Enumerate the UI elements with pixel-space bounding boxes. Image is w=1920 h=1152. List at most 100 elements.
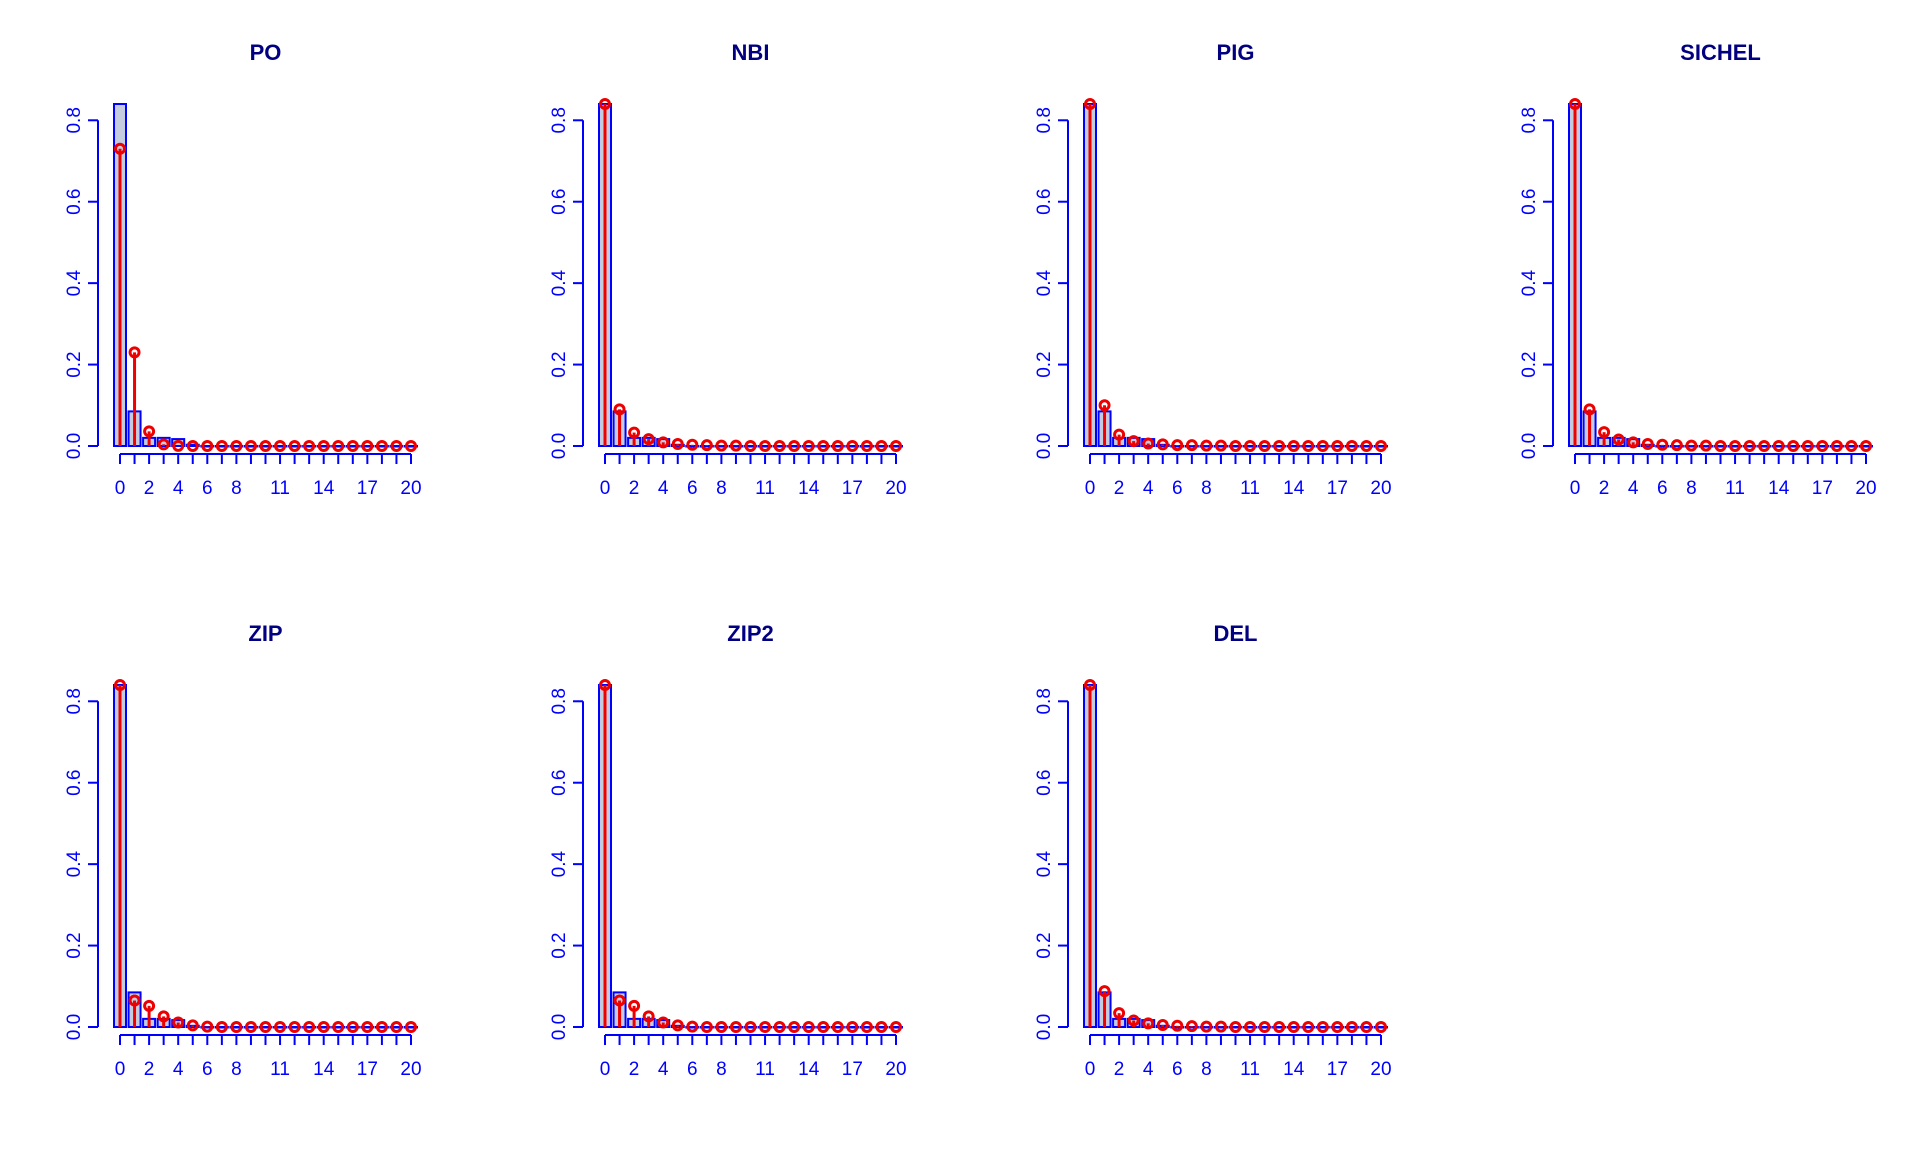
x-tick-label: 6 bbox=[687, 1059, 698, 1080]
observed-bar bbox=[1286, 1026, 1301, 1029]
observed-bar bbox=[874, 1026, 889, 1029]
fitted-point bbox=[157, 438, 170, 451]
panel-title: DEL bbox=[1214, 621, 1258, 646]
fitted-point bbox=[1830, 440, 1843, 452]
observed-bar bbox=[1728, 445, 1743, 448]
observed-bar bbox=[728, 1026, 743, 1029]
y-tick-label: 0.0 bbox=[1034, 433, 1055, 459]
observed-bar bbox=[1286, 445, 1301, 448]
x-tick-label: 11 bbox=[1725, 478, 1745, 499]
fitted-point bbox=[744, 440, 757, 452]
fitted-point bbox=[172, 1016, 185, 1029]
observed-bar bbox=[1771, 445, 1786, 448]
x-tick-label: 20 bbox=[885, 478, 906, 499]
x-tick-label: 4 bbox=[1143, 1059, 1154, 1080]
fitted-point bbox=[1772, 440, 1785, 452]
observed-bar bbox=[1257, 445, 1272, 448]
x-tick-label: 2 bbox=[1599, 478, 1610, 499]
observed-bar bbox=[374, 1026, 389, 1029]
observed-bar bbox=[801, 1026, 816, 1029]
fitted-point bbox=[773, 440, 786, 452]
observed-bar bbox=[1330, 445, 1345, 448]
fitted-point bbox=[1156, 1018, 1169, 1031]
fitted-point bbox=[1113, 428, 1126, 441]
fitted-point bbox=[613, 403, 626, 416]
observed-bar bbox=[1228, 445, 1243, 448]
fitted-point bbox=[1699, 439, 1712, 452]
observed-bar bbox=[1257, 1026, 1272, 1029]
x-tick-label: 4 bbox=[1143, 478, 1154, 499]
y-tick-label: 0.8 bbox=[1034, 107, 1055, 133]
observed-bar bbox=[404, 445, 418, 448]
x-tick-label: 2 bbox=[144, 1059, 155, 1080]
fitted-point bbox=[1273, 440, 1286, 452]
fitted-point bbox=[1156, 438, 1169, 451]
x-tick-label: 11 bbox=[1240, 478, 1260, 499]
fitted-point bbox=[1214, 439, 1227, 452]
x-tick-label: 17 bbox=[1812, 478, 1833, 499]
observed-bar bbox=[1330, 1026, 1345, 1029]
fitted-point bbox=[613, 994, 626, 1007]
fitted-point bbox=[686, 1020, 699, 1033]
fitted-point bbox=[1098, 985, 1111, 998]
observed-bar bbox=[200, 445, 215, 448]
x-tick-label: 14 bbox=[313, 478, 335, 499]
fitted-point bbox=[332, 440, 345, 452]
observed-bar bbox=[772, 1026, 787, 1029]
y-tick-label: 0.2 bbox=[549, 351, 570, 377]
panel-title: PIG bbox=[1217, 40, 1255, 65]
y-tick-label: 0.4 bbox=[64, 270, 85, 297]
fitted-point bbox=[128, 994, 141, 1007]
observed-bar bbox=[743, 1026, 758, 1029]
x-tick-label: 11 bbox=[270, 1059, 290, 1080]
fitted-point bbox=[157, 1010, 170, 1023]
y-tick-label: 0.6 bbox=[64, 770, 85, 796]
fitted-point bbox=[686, 438, 699, 451]
fitted-point bbox=[1612, 433, 1625, 446]
fitted-point bbox=[303, 1021, 316, 1033]
x-tick-label: 8 bbox=[231, 1059, 242, 1080]
fitted-point bbox=[788, 1021, 801, 1033]
y-tick-label: 0.0 bbox=[549, 1014, 570, 1040]
fitted-point bbox=[1287, 440, 1300, 452]
observed-bar bbox=[316, 445, 331, 448]
fitted-point bbox=[1743, 440, 1756, 452]
fitted-point bbox=[875, 440, 888, 452]
x-tick-label: 0 bbox=[115, 1059, 126, 1080]
x-tick-label: 20 bbox=[1370, 1059, 1391, 1080]
fitted-point bbox=[1142, 1017, 1155, 1030]
fitted-point bbox=[1729, 440, 1742, 452]
x-tick-label: 8 bbox=[231, 478, 242, 499]
x-tick-label: 17 bbox=[842, 478, 863, 499]
panel-title: SICHEL bbox=[1680, 40, 1761, 65]
fitted-point bbox=[274, 440, 287, 452]
observed-bar bbox=[816, 445, 831, 448]
observed-bar bbox=[1272, 445, 1287, 448]
fitted-point bbox=[346, 440, 359, 452]
observed-bar bbox=[859, 445, 874, 448]
observed-bar bbox=[389, 1026, 404, 1029]
fitted-point bbox=[1200, 439, 1213, 452]
y-tick-label: 0.2 bbox=[549, 932, 570, 958]
x-tick-label: 11 bbox=[755, 1059, 775, 1080]
fitted-point bbox=[1098, 399, 1111, 412]
y-tick-label: 0.2 bbox=[64, 351, 85, 377]
fitted-point bbox=[172, 439, 185, 452]
y-tick-label: 0.4 bbox=[549, 270, 570, 297]
observed-bar bbox=[1859, 445, 1873, 448]
y-tick-label: 0.8 bbox=[1519, 107, 1540, 133]
fitted-point bbox=[1084, 98, 1096, 110]
observed-bar bbox=[258, 445, 273, 448]
fitted-point bbox=[1244, 440, 1257, 452]
fitted-point bbox=[1229, 440, 1242, 452]
fitted-point bbox=[890, 1021, 902, 1033]
observed-bar bbox=[331, 1026, 346, 1029]
panel-del: DEL 0 2 4 6 8 11 14 17 20 0.0 0.2 0.4 0.6 0.8 bbox=[1034, 621, 1392, 1080]
panel-sichel: SICHEL 0 2 4 6 8 11 14 17 20 0.0 0.2 0.4 0.6 0.8 bbox=[1519, 40, 1877, 499]
observed-bar bbox=[1315, 445, 1330, 448]
fitted-point bbox=[831, 440, 844, 452]
observed-bar bbox=[273, 445, 288, 448]
observed-bar bbox=[214, 445, 229, 448]
fitted-point bbox=[1273, 1021, 1286, 1033]
